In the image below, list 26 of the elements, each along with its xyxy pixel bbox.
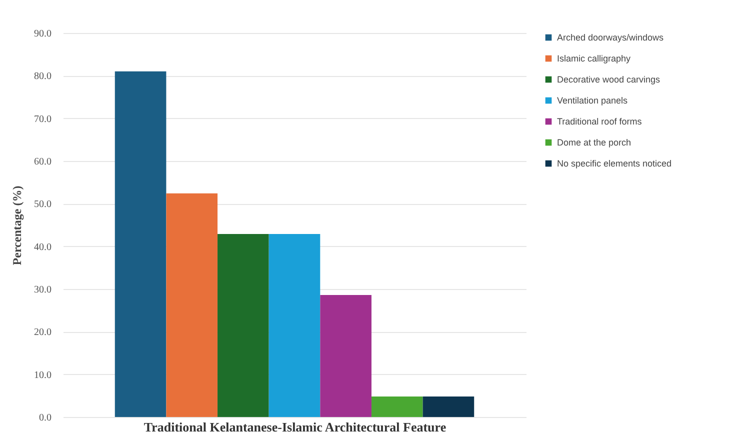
y-axis-title: Percentage (%) [10, 186, 24, 266]
y-tick-label: 60.0 [34, 156, 52, 168]
y-tick-label: 0.0 [39, 412, 52, 424]
legend-label: Traditional roof forms [557, 116, 642, 126]
bar [422, 396, 474, 417]
legend-label: Islamic calligraphy [557, 54, 632, 64]
y-tick-label: 80.0 [34, 71, 52, 82]
legend-label: No specific elements noticed [557, 158, 672, 168]
bar [320, 294, 372, 417]
x-axis-title: Traditional Kelantanese-Islamic Architectural Feature [144, 420, 446, 434]
bar [218, 234, 269, 417]
y-tick-label: 50.0 [34, 199, 52, 210]
y-tick-label: 10.0 [34, 370, 52, 381]
bar [268, 234, 320, 417]
bar [166, 193, 218, 417]
legend-label: Arched doorways/windows [557, 32, 664, 42]
bar [114, 71, 166, 417]
legend-label: Decorative wood carvings [557, 74, 661, 84]
y-tick-label: 40.0 [34, 242, 52, 253]
bar [371, 396, 423, 417]
legend-label: Dome at the porch [557, 138, 632, 148]
legend-label: Ventilation panels [557, 96, 628, 106]
y-tick-label: 90.0 [34, 28, 52, 40]
y-tick-label: 70.0 [34, 114, 52, 125]
y-tick-label: 20.0 [34, 327, 52, 338]
y-tick-label: 30.0 [34, 284, 52, 296]
